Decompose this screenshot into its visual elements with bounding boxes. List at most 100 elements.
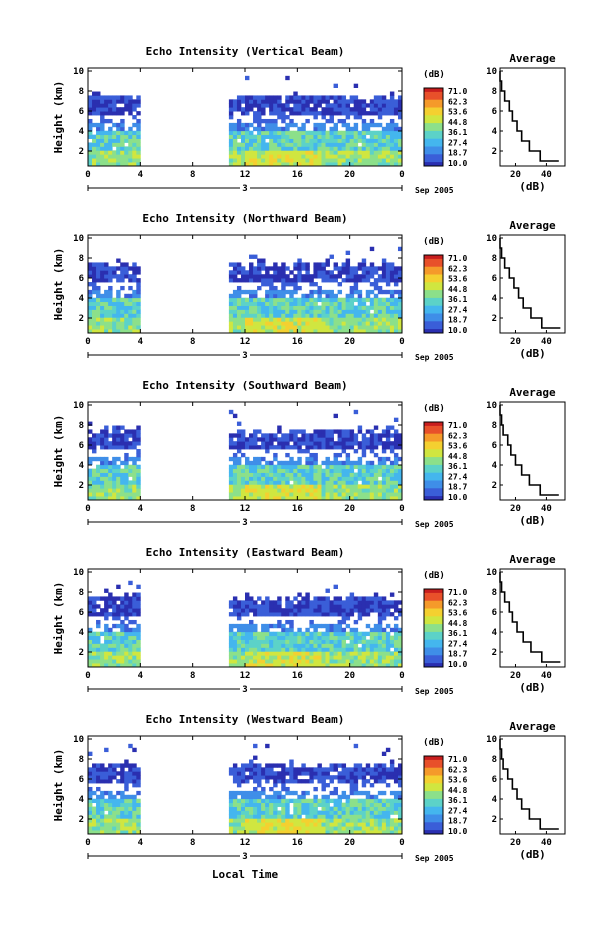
heatmap-cell — [285, 608, 290, 613]
heatmap-cell — [228, 329, 234, 334]
heatmap-cell — [236, 262, 242, 267]
heatmap-cell — [100, 126, 105, 132]
heatmap-cell — [273, 810, 278, 815]
colorbar-step — [424, 600, 443, 604]
heatmap-cell — [136, 627, 141, 633]
heatmap-cell — [96, 604, 101, 609]
heatmap-cell — [104, 747, 109, 753]
heatmap-cell — [357, 608, 363, 613]
colorbar-step — [424, 618, 443, 621]
heatmap-cell — [249, 802, 254, 807]
heatmap-cell — [301, 806, 306, 811]
heatmap-cell — [136, 111, 141, 116]
heatmap-cell — [245, 122, 250, 128]
heatmap-cell — [112, 158, 117, 163]
heatmap-cell — [357, 802, 363, 807]
heatmap-cell — [369, 798, 375, 804]
heatmap-cell — [128, 162, 133, 167]
heatmap-cell — [301, 321, 306, 326]
heatmap-cell — [120, 99, 125, 104]
heatmap-cell — [373, 437, 379, 442]
heatmap-cell — [357, 806, 363, 811]
heatmap-cell — [353, 627, 359, 633]
heatmap-cell — [385, 134, 391, 139]
heatmap-cell — [88, 798, 93, 804]
heatmap-cell — [329, 103, 334, 108]
avg-x-tick-label: 20 — [510, 504, 521, 514]
heatmap-cell — [104, 429, 109, 434]
heatmap-cell — [345, 154, 351, 159]
heatmap-cell — [377, 806, 383, 811]
x-tick-label: 4 — [138, 170, 144, 180]
heatmap-cell — [389, 262, 395, 267]
heatmap-cell — [108, 488, 113, 493]
heatmap-cell — [393, 647, 399, 652]
heatmap-cell — [124, 154, 129, 159]
heatmap-cell — [108, 830, 113, 835]
heatmap-cell — [245, 818, 250, 823]
heatmap-cell — [381, 639, 387, 644]
heatmap-cell — [100, 779, 105, 784]
heatmap-cell — [92, 631, 97, 637]
heatmap-cell — [313, 270, 318, 275]
colorbar-step — [424, 292, 443, 295]
heatmap-cell — [337, 623, 343, 629]
heatmap-cell — [329, 492, 334, 497]
heatmap-cell — [317, 496, 322, 501]
heatmap-cell — [313, 798, 318, 804]
heatmap-cell — [361, 278, 367, 283]
heatmap-cell — [385, 289, 391, 295]
heatmap-cell — [240, 480, 246, 485]
heatmap-cell — [325, 631, 330, 637]
heatmap-cell — [389, 274, 395, 279]
heatmap-cell — [245, 278, 250, 283]
heatmap-cell — [112, 309, 117, 314]
heatmap-cell — [345, 460, 351, 466]
heatmap-cell — [361, 449, 367, 454]
heatmap-cell — [232, 130, 238, 136]
heatmap-cell — [236, 107, 242, 112]
heatmap-cell — [389, 759, 395, 764]
heatmap-cell — [273, 822, 278, 827]
heatmap-cell — [377, 158, 383, 163]
heatmap-cell — [345, 484, 351, 489]
heatmap-cell — [236, 616, 242, 621]
heatmap-cell — [277, 779, 282, 784]
heatmap-cell — [329, 639, 334, 644]
heatmap-cell — [289, 309, 294, 314]
heatmap-cell — [381, 810, 387, 815]
heatmap-cell — [124, 802, 129, 807]
heatmap-cell — [301, 122, 306, 128]
heatmap-cell — [313, 150, 318, 155]
heatmap-cell — [309, 289, 314, 295]
heatmap-cell — [116, 313, 121, 318]
heatmap-cell — [369, 484, 375, 489]
heatmap-cell — [389, 612, 395, 617]
heatmap-cell — [124, 488, 129, 493]
heatmap-cell — [345, 437, 351, 442]
heatmap-cell — [240, 146, 246, 151]
heatmap-cell — [100, 663, 105, 668]
heatmap-cell — [92, 142, 97, 147]
heatmap-cell — [257, 297, 262, 303]
heatmap-cell — [277, 158, 282, 163]
heatmap-cell — [325, 818, 330, 823]
heatmap-cell — [329, 329, 334, 334]
heatmap-cell — [116, 647, 121, 652]
heatmap-cell — [365, 659, 371, 664]
heatmap-cell — [365, 274, 371, 279]
heatmap-cell — [325, 441, 330, 446]
heatmap-cell — [393, 492, 399, 497]
y-tick-label: 2 — [79, 815, 84, 825]
heatmap-cell — [112, 130, 117, 136]
heatmap-cell — [128, 619, 133, 625]
heatmap-cell — [249, 134, 254, 139]
heatmap-cell — [369, 488, 375, 493]
colorbar-step — [424, 759, 443, 763]
heatmap-cell — [337, 771, 343, 776]
heatmap-cell — [261, 651, 266, 656]
heatmap-cell — [261, 456, 266, 462]
heatmap-cell — [353, 99, 359, 104]
heatmap-cell — [281, 150, 286, 155]
heatmap-cell — [132, 830, 137, 835]
